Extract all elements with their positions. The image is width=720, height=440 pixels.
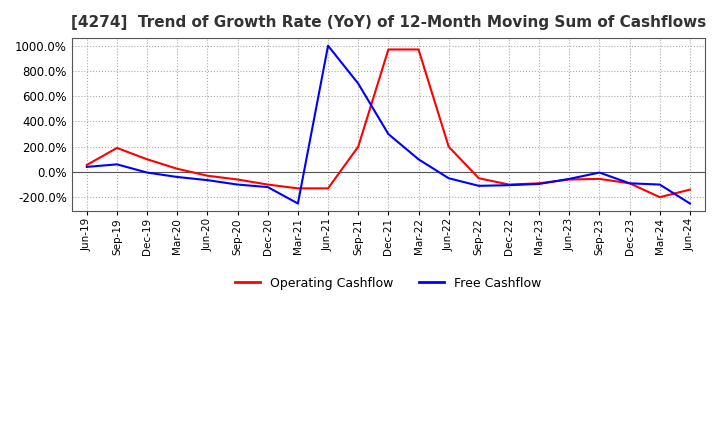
Legend: Operating Cashflow, Free Cashflow: Operating Cashflow, Free Cashflow xyxy=(230,272,546,295)
Title: [4274]  Trend of Growth Rate (YoY) of 12-Month Moving Sum of Cashflows: [4274] Trend of Growth Rate (YoY) of 12-… xyxy=(71,15,706,30)
